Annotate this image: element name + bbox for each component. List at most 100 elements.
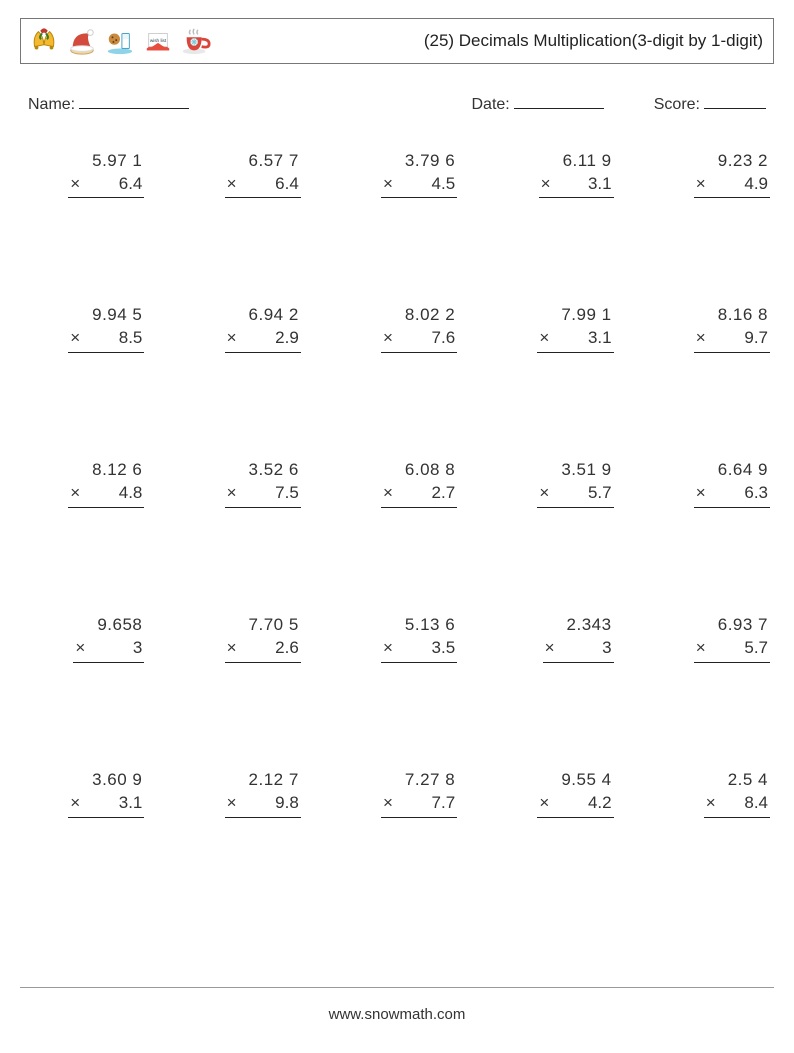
multiplicand: 3.51 9 [559,459,613,482]
multiplier: 6.4 [247,173,301,198]
multiplier: 3 [95,637,144,662]
multiplicand: 3.79 6 [403,150,457,173]
santa-hat-icon [67,26,97,56]
problem: 3.52 6×7.5 [180,459,300,508]
operator: × [225,327,247,352]
multiplicand: 9.23 2 [716,150,770,173]
multiplier: 7.6 [403,327,457,352]
operator: × [73,637,95,662]
score-line [704,90,766,109]
multiplier: 9.8 [247,792,301,817]
operator: × [68,482,90,507]
multiplier: 4.5 [403,173,457,198]
multiplicand: 5.97 1 [90,150,144,173]
multiplier: 4.9 [716,173,770,198]
multiplier: 3 [565,637,614,662]
problems-grid: 5.97 1×6.46.57 7×6.43.79 6×4.56.11 9×3.1… [24,150,770,818]
multiplicand: 9.55 4 [559,769,613,792]
multiplicand: 2.5 4 [726,769,770,792]
worksheet-title: (25) Decimals Multiplication(3-digit by … [424,31,763,51]
multiplicand: 8.02 2 [403,304,457,327]
operator: × [537,327,559,352]
problem: 3.51 9×5.7 [493,459,613,508]
operator: × [381,792,403,817]
multiplier: 3.1 [561,173,614,198]
date-field: Date: [472,90,604,114]
name-field: Name: [28,90,189,114]
multiplier: 8.5 [90,327,144,352]
multiplier: 5.7 [716,637,770,662]
operator: × [694,482,716,507]
multiplicand: 6.57 7 [247,150,301,173]
date-line [514,90,604,109]
operator: × [704,792,726,817]
multiplicand: 3.52 6 [247,459,301,482]
meta-row: Name: Date: Score: [28,90,766,114]
operator: × [68,173,90,198]
operator: × [381,482,403,507]
problem: 6.08 8×2.7 [337,459,457,508]
problem: 5.13 6×3.5 [337,614,457,663]
multiplicand: 2.343 [565,614,614,637]
operator: × [381,637,403,662]
multiplier: 6.3 [716,482,770,507]
problem: 2.5 4×8.4 [650,769,770,818]
multiplicand: 7.99 1 [559,304,613,327]
operator: × [68,792,90,817]
problem: 6.64 9×6.3 [650,459,770,508]
problem: 6.11 9×3.1 [493,150,613,199]
score-field: Score: [654,90,766,114]
problem: 2.343×3 [493,614,613,663]
multiplier: 2.9 [247,327,301,352]
operator: × [381,173,403,198]
operator: × [539,173,561,198]
multiplicand: 5.13 6 [403,614,457,637]
multiplier: 3.1 [90,792,144,817]
multiplicand: 6.11 9 [561,150,614,173]
header-icons: wish list [29,26,211,56]
operator: × [543,637,565,662]
problem: 6.57 7×6.4 [180,150,300,199]
problem: 3.79 6×4.5 [337,150,457,199]
hot-cocoa-icon [181,26,211,56]
multiplicand: 6.94 2 [247,304,301,327]
multiplicand: 9.94 5 [90,304,144,327]
operator: × [225,792,247,817]
name-label: Name: [28,96,75,113]
multiplier: 4.2 [559,792,613,817]
multiplier: 7.7 [403,792,457,817]
date-label: Date: [472,96,510,113]
operator: × [694,173,716,198]
name-line [79,90,189,109]
multiplier: 3.5 [403,637,457,662]
multiplicand: 9.658 [95,614,144,637]
operator: × [68,327,90,352]
problem: 5.97 1×6.4 [24,150,144,199]
multiplier: 7.5 [247,482,301,507]
problem: 7.70 5×2.6 [180,614,300,663]
problem: 7.27 8×7.7 [337,769,457,818]
problem: 8.16 8×9.7 [650,304,770,353]
multiplicand: 6.93 7 [716,614,770,637]
operator: × [225,173,247,198]
problem: 9.23 2×4.9 [650,150,770,199]
problem: 3.60 9×3.1 [24,769,144,818]
problem: 9.55 4×4.2 [493,769,613,818]
multiplicand: 3.60 9 [90,769,144,792]
operator: × [694,327,716,352]
multiplicand: 6.64 9 [716,459,770,482]
problem: 9.94 5×8.5 [24,304,144,353]
multiplier: 5.7 [559,482,613,507]
multiplicand: 2.12 7 [247,769,301,792]
multiplier: 6.4 [90,173,144,198]
multiplier: 8.4 [726,792,770,817]
multiplicand: 6.08 8 [403,459,457,482]
bells-icon [29,26,59,56]
multiplier: 2.6 [247,637,301,662]
multiplicand: 8.16 8 [716,304,770,327]
problem: 9.658×3 [24,614,144,663]
multiplicand: 7.70 5 [247,614,301,637]
operator: × [537,792,559,817]
score-label: Score: [654,96,700,113]
problem: 8.12 6×4.8 [24,459,144,508]
